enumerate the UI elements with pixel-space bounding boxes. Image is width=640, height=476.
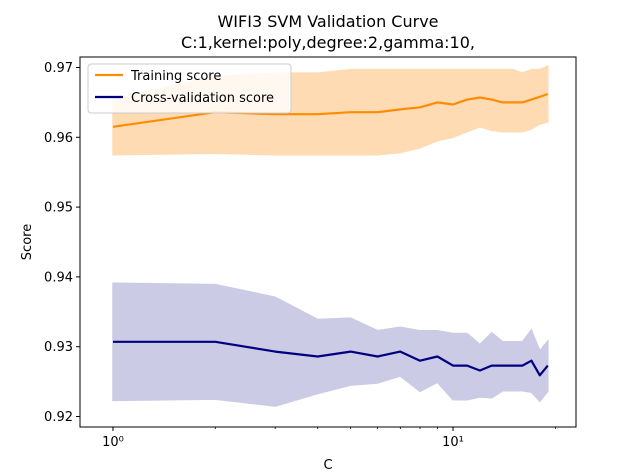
x-axis-label: C <box>323 458 332 473</box>
series-lines <box>112 92 549 377</box>
band-cross-validation <box>112 282 549 407</box>
y-tick-label: 0.94 <box>44 270 73 285</box>
chart-subtitle: C:1,kernel:poly,degree:2,gamma:10, <box>181 33 475 52</box>
y-tick-label: 0.92 <box>44 410 73 425</box>
x-tick-label: 10⁰ <box>102 435 124 450</box>
y-tick-label: 0.97 <box>44 61 73 76</box>
line-cross-validation <box>113 340 549 377</box>
x-axis: 10⁰ 10¹ <box>102 427 556 450</box>
chart-title: WIFI3 SVM Validation Curve <box>217 12 438 31</box>
y-tick-label: 0.95 <box>44 201 73 216</box>
line-training <box>112 92 549 128</box>
legend-box <box>87 63 292 114</box>
legend: Training score Cross-validation score <box>87 63 292 114</box>
y-axis-label: Score <box>20 224 35 260</box>
legend-label-cross-validation: Cross-validation score <box>131 91 274 106</box>
y-axis: 0.92 0.93 0.94 0.95 0.96 0.97 <box>44 61 80 425</box>
y-tick-label: 0.96 <box>44 131 73 146</box>
legend-label-training: Training score <box>130 69 221 84</box>
x-tick-label: 10¹ <box>442 435 464 450</box>
y-tick-label: 0.93 <box>44 340 73 355</box>
plot-frame <box>79 56 577 428</box>
